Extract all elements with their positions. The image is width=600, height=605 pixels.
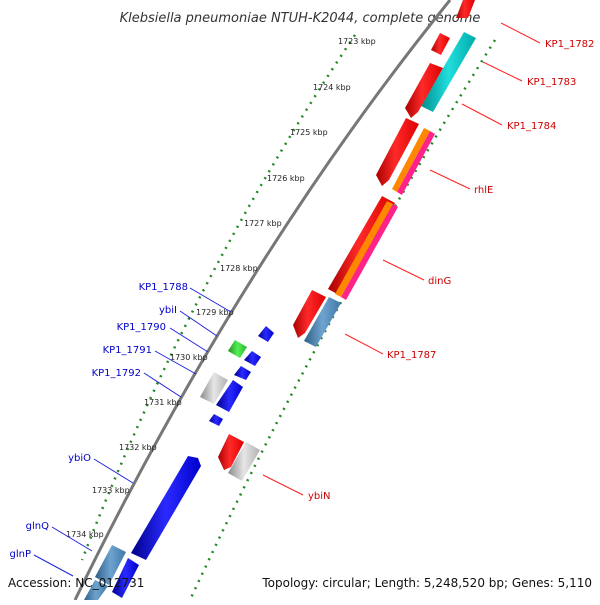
tick-label: 1733 kbp [92,486,130,495]
leader-line [429,169,471,190]
leader-line [189,287,232,313]
reverse-leader-lines [33,287,232,577]
gene-glnp-blue[interactable] [112,558,139,598]
leader-line [154,350,197,375]
gene-kp1-1790[interactable] [244,351,261,366]
gene-ybii[interactable] [228,340,247,358]
gene-label[interactable]: KP1_1788 [139,282,188,293]
scale-ticks: 1723 kbp 1724 kbp 1725 kbp 1726 kbp 1727… [66,37,376,539]
map-title: Klebsiella pneumoniae NTUH-K2044, comple… [120,11,481,26]
gene-kp1-1792[interactable] [216,380,243,412]
gene-glnq[interactable] [95,545,126,585]
leader-line [93,458,134,484]
leader-line [33,554,74,577]
leader-line [461,103,503,126]
tick-label: 1725 kbp [290,128,328,137]
gene-ding-orange[interactable] [335,201,393,297]
gene-label[interactable]: glnP [10,549,32,560]
leader-line [143,372,182,398]
gene-kp1-1787[interactable] [304,297,341,347]
leader-line [482,61,523,82]
gene-glnp[interactable] [84,580,108,600]
gene-label[interactable]: KP1_1784 [507,121,556,132]
gene-label[interactable]: ybiI [159,305,177,316]
gene-kp1-1782-tail[interactable] [431,33,450,55]
gene-label[interactable]: KP1_1787 [387,350,436,361]
gene-kp1-1788[interactable] [258,326,274,342]
tick-label: 1723 kbp [338,37,376,46]
leader-line [382,259,425,281]
gene-rhle-pink[interactable] [397,131,435,195]
tick-label: 1731 kbp [144,398,182,407]
leader-line [51,526,93,552]
gene-ding-pink[interactable] [341,204,398,300]
gene-label[interactable]: ybiN [308,491,331,502]
gene-label[interactable]: glnQ [26,521,49,532]
gene-kp1-1791[interactable] [234,366,251,380]
gene-red-a[interactable] [405,63,443,118]
tick-label: 1730 kbp [170,353,208,362]
gene-ybin-gray[interactable] [228,442,260,481]
tick-label: 1728 kbp [220,264,258,273]
gene-kp1-1791-gray[interactable] [200,372,228,404]
leader-line [500,22,541,44]
leader-line [179,310,218,337]
leader-line [344,333,384,355]
topology-text: Topology: circular; Length: 5,248,520 bp… [261,576,592,590]
gene-ybio[interactable] [131,456,201,560]
gene-label[interactable]: KP1_1782 [545,39,594,50]
gene-kp1-1783[interactable] [421,32,476,112]
gene-label[interactable]: KP1_1783 [527,77,576,88]
forward-gene-labels: KP1_1782 KP1_1783 KP1_1784 rhlE dinG KP1… [308,39,594,502]
accession-text: Accession: NC_012731 [8,576,144,590]
gene-rhle-orange[interactable] [392,128,430,192]
forward-strand-genes [218,0,476,481]
forward-leader-lines [262,22,541,496]
reverse-gene-labels: KP1_1788 ybiI KP1_1790 KP1_1791 KP1_1792… [10,282,189,560]
gene-kp1-1782[interactable] [456,0,475,18]
gene-small-blue[interactable] [209,414,223,426]
gene-label[interactable]: ybiO [68,453,91,464]
backbone-arc [73,0,452,601]
tick-label: 1727 kbp [244,219,282,228]
outer-dotted-ring [188,39,497,601]
gene-label[interactable]: KP1_1792 [92,368,141,379]
gene-label[interactable]: dinG [428,276,451,287]
reverse-strand-genes [84,326,274,600]
tick-label: 1734 kbp [66,530,104,539]
leader-line [169,327,209,353]
tick-label: 1732 kbp [119,443,157,452]
gene-ybin-red[interactable] [218,434,244,470]
tick-label: 1726 kbp [267,174,305,183]
gene-red-c[interactable] [293,290,326,338]
leader-line [262,474,304,496]
gene-label[interactable]: KP1_1790 [117,322,166,333]
gene-label[interactable]: rhlE [474,185,493,196]
tick-label: 1724 kbp [313,83,351,92]
gene-label[interactable]: KP1_1791 [103,345,152,356]
gene-kp1-1784[interactable] [376,118,419,186]
tick-label: 1729 kbp [196,308,234,317]
